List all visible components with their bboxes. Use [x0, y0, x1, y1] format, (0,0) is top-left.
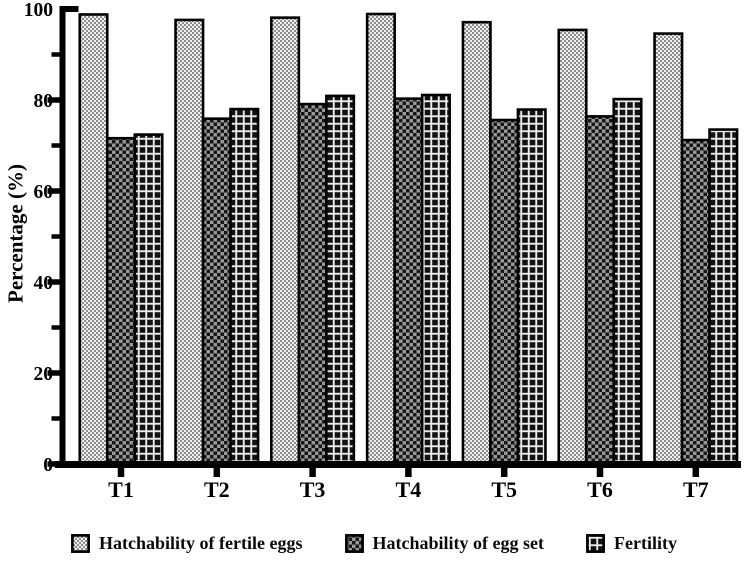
x-tick-label: T3: [300, 477, 326, 502]
axes-group: T1 T2 T3 T4 T5 T6 T7 0 20 40 60 80 100: [24, 0, 741, 502]
legend-swatch-dark-checkerboard-icon: [344, 534, 364, 553]
bar: [653, 32, 684, 468]
bar: [174, 18, 205, 468]
y-major-tick: [47, 279, 60, 285]
y-tick-label: 40: [34, 273, 54, 294]
y-major-tick: [47, 461, 60, 467]
x-tick-label: T6: [587, 477, 613, 502]
bar: [229, 107, 260, 468]
x-tick: [500, 467, 508, 477]
x-tick: [405, 467, 412, 477]
y-major-tick: [47, 97, 60, 103]
bar: [489, 118, 520, 468]
bar: [516, 108, 547, 468]
x-tick: [596, 467, 604, 477]
legend-label: Fertility: [613, 533, 677, 553]
x-tick-label: T5: [491, 477, 517, 502]
x-tick: [213, 467, 221, 477]
legend-swatch-light-checkerboard-icon: [71, 534, 90, 553]
y-minor-tick: [51, 52, 60, 57]
y-major-tick: [47, 370, 60, 376]
x-axis-line: [55, 461, 741, 468]
bar: [325, 94, 356, 468]
x-tick-label: T7: [683, 477, 709, 502]
bar: [584, 115, 616, 468]
legend-item: Hatchability of fertile eggs: [71, 533, 303, 554]
bar: [270, 16, 301, 468]
legend-item: Hatchability of egg set: [344, 533, 544, 554]
y-major-tick: [47, 188, 60, 194]
y-minor-tick: [51, 325, 60, 330]
bar: [297, 102, 328, 468]
legend-item: Fertility: [586, 533, 677, 554]
legend: Hatchability of fertile eggs Hatchabilit…: [0, 533, 748, 554]
x-tick: [117, 467, 125, 477]
bar: [557, 28, 588, 468]
y-axis-spine: [59, 6, 66, 468]
y-minor-tick: [51, 234, 60, 239]
bar: [78, 13, 109, 468]
x-tick: [309, 467, 316, 477]
bar: [201, 117, 232, 468]
bar: [680, 138, 711, 468]
x-tick-label: T1: [108, 477, 134, 502]
y-tick-label: 80: [34, 91, 54, 112]
bar: [133, 133, 164, 468]
legend-swatch-grid-crosshatch-icon: [586, 534, 605, 553]
bar: [105, 136, 137, 468]
y-minor-tick: [51, 416, 60, 421]
x-tick-label: T4: [396, 477, 422, 502]
legend-label: Hatchability of egg set: [372, 533, 544, 553]
bar: [365, 12, 396, 468]
bar: [612, 97, 643, 468]
bar: [393, 97, 424, 468]
bar-chart: T1 T2 T3 T4 T5 T6 T7 0 20 40 60 80 100: [24, 0, 741, 502]
bar: [708, 128, 739, 468]
x-tick-label: T2: [204, 477, 230, 502]
y-tick-label: 100: [24, 0, 53, 21]
bar: [420, 93, 451, 468]
y-axis-top-tick: [59, 6, 79, 12]
y-minor-tick: [51, 143, 60, 148]
legend-label: Hatchability of fertile eggs: [99, 533, 303, 553]
y-tick-label: 60: [34, 182, 54, 203]
x-tick: [692, 467, 700, 477]
y-tick-label: 0: [43, 455, 53, 476]
y-axis-title: Percentage (%): [3, 164, 28, 303]
bars-group: [78, 12, 739, 468]
bar: [461, 20, 492, 468]
y-tick-label: 20: [34, 364, 54, 385]
